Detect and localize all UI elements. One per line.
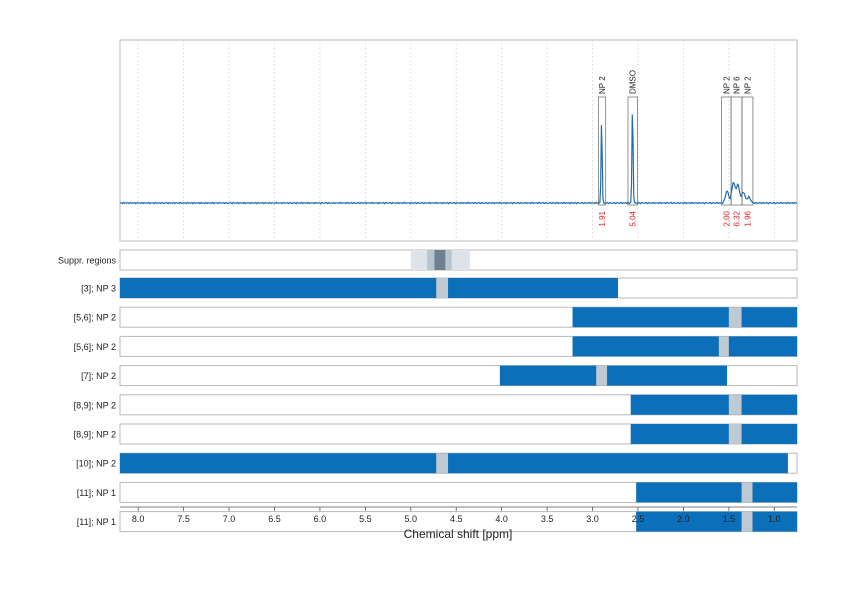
region-row: [10]; NP 2	[76, 452, 798, 474]
x-tick-label: 5.5	[359, 514, 372, 524]
x-tick-label: 2.0	[677, 514, 690, 524]
x-axis-label: Chemical shift [ppm]	[404, 527, 513, 541]
region-bar	[120, 278, 618, 298]
region-bar	[630, 424, 797, 444]
x-tick-label: 3.5	[541, 514, 554, 524]
region-rows-panel: [3]; NP 3 [5,6]; NP 2 [5,6]; NP 2 [7]; NP 2…	[74, 277, 798, 533]
x-tick-label: 6.5	[268, 514, 281, 524]
region-row: [5,6]; NP 2	[74, 306, 798, 328]
integral-value-label: 1.96	[743, 210, 752, 226]
suppressed-gap	[728, 307, 742, 328]
region-bar	[572, 307, 797, 328]
suppressed-gap	[728, 424, 742, 444]
suppressed-gap	[741, 482, 753, 503]
x-tick-label: 1.5	[723, 514, 736, 524]
spectrum-panel: NP 2 1.91 DMSO 5.04 NP 2 2.00 NP 6 6.32 NP 2 1.96	[119, 39, 798, 242]
x-tick-label: 2.5	[632, 514, 645, 524]
suppressed-gap	[718, 336, 729, 357]
suppressed-gap	[728, 394, 742, 415]
row-label: [8,9]; NP 2	[74, 400, 116, 410]
x-tick-label: 3.0	[586, 514, 599, 524]
x-axis: 8.0 7.5 7.0 6.5 6.0 5.5 5.0 4.5 4.0 3.5 3.0 2.5 2.0 1…	[120, 506, 797, 524]
row-label: [11]; NP 1	[77, 517, 116, 527]
x-tick-label: 4.5	[450, 514, 463, 524]
spectrum-frame	[119, 39, 798, 242]
row-label: [7]; NP 2	[81, 371, 116, 381]
region-row: [5,6]; NP 2	[74, 335, 798, 357]
region-bar	[636, 511, 797, 532]
region-row: [8,9]; NP 2	[74, 394, 798, 416]
integral-value-label: 1.91	[598, 210, 607, 226]
row-label: [11]; NP 1	[77, 488, 116, 498]
suppressed-region-dark	[434, 250, 446, 270]
x-tick-label: 4.0	[495, 514, 508, 524]
region-row: [8,9]; NP 2	[74, 423, 798, 445]
row-label: [3]; NP 3	[81, 284, 116, 294]
region-bar	[572, 336, 797, 357]
suppressed-gap	[436, 453, 449, 474]
row-label: [8,9]; NP 2	[74, 430, 116, 440]
region-row: [7]; NP 2	[81, 365, 798, 387]
x-tick-label: 7.5	[177, 514, 190, 524]
peak-assignment-label: NP 6	[733, 76, 742, 94]
x-tick-label: 7.0	[223, 514, 236, 524]
region-row: [11]; NP 1	[77, 511, 798, 533]
row-label: [10]; NP 2	[76, 459, 116, 469]
peak-assignment-label: NP 2	[598, 76, 607, 94]
suppressed-gap	[436, 278, 449, 298]
integration-box	[598, 96, 607, 206]
suppressed-regions-panel: Suppr. regions	[58, 249, 798, 271]
x-tick-label: 8.0	[132, 514, 145, 524]
integration-box	[741, 96, 754, 206]
integral-value-label: 6.32	[733, 210, 742, 226]
x-tick-label: 6.0	[314, 514, 327, 524]
spectrum-line	[119, 114, 798, 205]
peak-assignment-label: NP 2	[722, 76, 731, 94]
integral-value-label: 5.04	[629, 210, 638, 226]
row-label: [5,6]; NP 2	[74, 313, 116, 323]
suppressed-gap	[596, 365, 608, 386]
region-bar	[499, 365, 728, 386]
region-bar	[636, 482, 797, 503]
peak-assignment-label: NP 2	[743, 76, 752, 94]
region-bar	[630, 394, 797, 415]
x-tick-label: 5.0	[405, 514, 418, 524]
integration-box	[627, 96, 638, 206]
region-row: [3]; NP 3	[81, 277, 798, 299]
region-row: [11]; NP 1	[77, 481, 798, 503]
suppressed-gap	[741, 511, 753, 532]
row-label: [5,6]; NP 2	[74, 342, 116, 352]
suppressed-regions-label: Suppr. regions	[58, 256, 117, 266]
region-bar	[120, 453, 788, 474]
x-tick-label: 1.0	[768, 514, 781, 524]
integral-value-label: 2.00	[722, 210, 731, 226]
peak-assignment-label: DMSO	[629, 70, 638, 94]
